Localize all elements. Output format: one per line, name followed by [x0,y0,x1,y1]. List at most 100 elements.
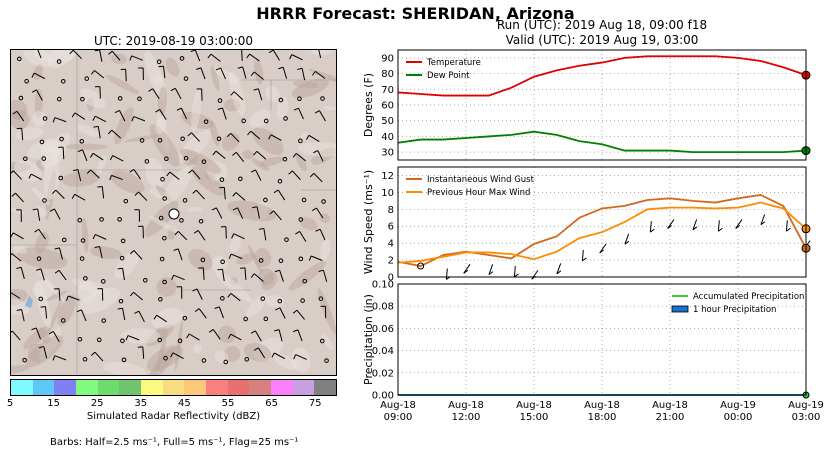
wind-barb [30,173,43,181]
wind-barb-feather [109,175,112,181]
wind-barb [230,292,241,302]
wind-barb [191,169,201,180]
colorbar-tick-label: 75 [308,398,322,409]
map-svg [11,50,336,375]
terrain-relief [210,65,220,91]
wind-barb-feather [11,170,14,174]
calm-wind-marker [120,338,125,344]
wind-barb [692,219,698,230]
wind-barb [37,50,42,59]
terrain-relief [204,172,217,180]
wind-barb-feather [94,245,100,249]
wind-barb-feather [153,314,158,320]
wind-barb-feather [268,50,274,54]
wind-barb-feather [12,110,18,115]
wind-barb-feather [786,227,791,232]
wind-barb [178,231,188,241]
calm-wind-marker [158,215,164,221]
wind-barb [581,249,584,261]
calm-wind-marker [260,296,266,301]
terrain-relief [212,67,240,83]
wind-barb [297,329,303,342]
calm-wind-marker [201,159,207,164]
wind-barb-feather [192,189,197,194]
wind-barb-feather [226,132,232,138]
wind-barb [308,134,320,142]
terrain-relief [276,96,289,120]
calm-wind-marker [60,78,66,84]
plot-frame [397,283,807,396]
calm-wind-marker [83,276,88,281]
calm-wind-marker [238,176,243,182]
x-tick-date: Aug-19 [788,400,824,411]
wind-barb [254,273,264,282]
wind-barb [122,268,125,281]
wind-barb-feather [269,210,274,215]
wind-barb [12,232,24,240]
terrain-relief [228,71,246,116]
terrain-relief [17,247,68,270]
wind-barb [15,192,25,203]
wind-barb-feather [237,66,243,69]
calm-wind-marker [319,338,325,344]
terrain-relief [311,147,336,165]
wind-barb-feather [288,170,293,175]
terrain-map[interactable] [10,49,337,376]
wind-barb [58,269,67,281]
wind-barb-feather [129,250,135,255]
wind-barb-feather [86,169,91,174]
calm-wind-marker [101,318,107,323]
calm-wind-marker [162,196,167,201]
wind-barb-feather [624,240,630,245]
calm-wind-marker [297,96,302,102]
colorbar-swatch [162,380,185,395]
calm-wind-marker [82,356,88,362]
wind-barb-feather [253,88,259,91]
x-tick-date: Aug-18 [584,400,620,411]
wind-barb [99,50,103,62]
wind-barb-feather [190,50,196,53]
terrain-relief [291,347,311,373]
legend-entry: Temperature [426,58,481,68]
wind-barb [133,169,142,180]
wind-barb-feather [173,248,179,251]
terrain-relief [81,217,89,253]
wind-barb [119,110,126,122]
y-tick-label: 50 [381,116,394,127]
y-tick-label: 8 [388,205,394,216]
y-tick-label: 0.00 [372,391,394,402]
calm-wind-marker [263,118,269,124]
wind-barb-feather [273,189,279,194]
terrain-relief [265,294,284,308]
wind-barb-feather [90,70,95,75]
wind-barb [235,192,246,201]
terrain-relief [77,281,97,303]
terrain-relief [295,154,307,172]
y-tick-label: 90 [381,53,394,64]
wind-barb-feather [582,257,587,262]
wind-barb [122,308,126,321]
terrain-relief [157,111,170,153]
wind-barb-feather [52,117,56,123]
wind-barb [273,210,282,221]
terrain-relief [34,88,43,119]
calm-wind-marker [321,199,326,204]
terrain-relief [146,345,183,372]
terrain-relief [146,347,176,375]
wind-barb [172,352,184,360]
wind-barb-feather [231,233,235,239]
wind-barb-feather [212,150,217,156]
calm-wind-marker [163,355,168,361]
terrain-relief [180,148,222,174]
wind-barb-feather [227,293,232,298]
wind-barb [94,351,104,362]
x-tick-date: Aug-18 [516,400,552,411]
wind-barb-feather [217,268,223,271]
calm-wind-marker [77,336,83,342]
wind-barb-feather [129,168,135,173]
wind-barb [90,169,100,179]
colorbar-swatch [314,380,337,395]
colorbar-tick-label: 15 [47,398,60,409]
wind-barb-feather [271,352,275,358]
calm-wind-marker [182,315,188,321]
